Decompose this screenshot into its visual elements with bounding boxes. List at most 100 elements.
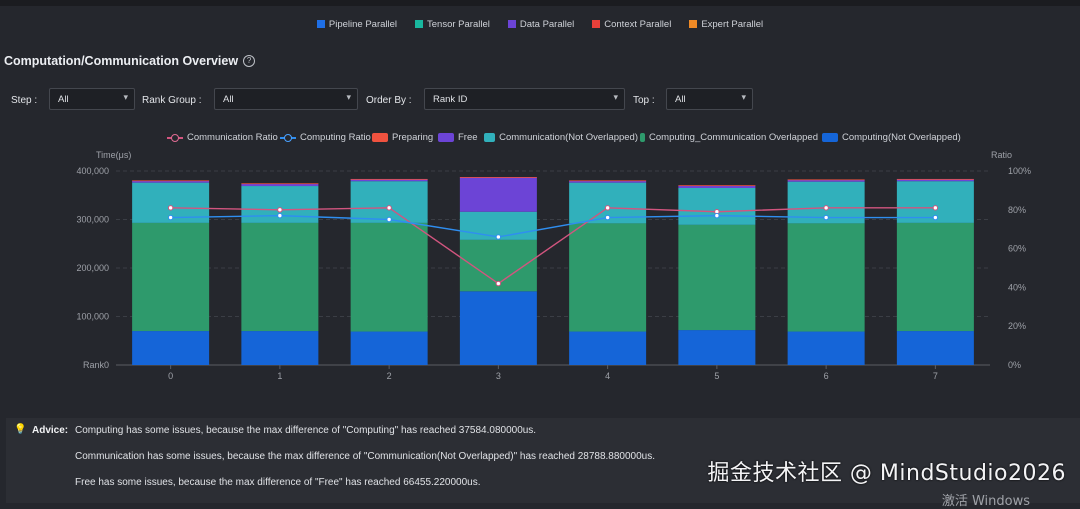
- chevron-down-icon: ▾: [346, 92, 351, 102]
- parallel-legend: Pipeline Parallel Tensor Parallel Data P…: [0, 14, 1080, 34]
- ratio-line: [170, 207, 936, 285]
- legend-computing-communication-overlapped[interactable]: Computing_Communication Overlapped: [640, 132, 818, 143]
- top-bar: [0, 0, 1080, 6]
- ratio-point: [932, 214, 939, 221]
- bar-segment: [569, 180, 647, 183]
- ratio-point: [277, 212, 283, 219]
- community-watermark: 掘金技术社区 @ MindStudio2026: [707, 461, 1066, 486]
- filter-bar: Step : All ▾ Rank Group : All ▾ Order By…: [0, 88, 1080, 114]
- ratio-point: [277, 207, 283, 213]
- legend-communication-not-overlapped[interactable]: Communication(Not Overlapped): [484, 132, 638, 143]
- x-tick-label: 2: [387, 371, 392, 381]
- bar-segment: [787, 179, 865, 182]
- bar-segment: [896, 222, 974, 332]
- legend-context-parallel[interactable]: Context Parallel: [592, 14, 671, 34]
- x-tick-label: 1: [277, 371, 282, 381]
- line-legend-icon: [167, 133, 183, 143]
- bar-legend-icon: [822, 133, 838, 142]
- legend-swatch: [592, 20, 601, 28]
- ratio-point: [823, 214, 829, 221]
- bar-segment: [459, 177, 537, 178]
- section-title: Computation/Communication Overview: [4, 54, 239, 68]
- bar-segment: [896, 179, 974, 182]
- bar-legend-icon: [640, 133, 646, 142]
- bar-segment: [678, 330, 756, 365]
- bar-segment: [241, 222, 319, 332]
- bar-segment: [896, 178, 974, 180]
- y-tick-label: 200,000: [76, 263, 109, 273]
- section-header: Computation/Communication Overview ?: [4, 54, 256, 68]
- chevron-down-icon: ▾: [123, 92, 128, 102]
- ratio-point: [823, 205, 829, 211]
- y2-tick-label: 60%: [1008, 244, 1026, 254]
- os-activation-watermark: 激活 Windows: [941, 494, 1030, 509]
- legend-free[interactable]: Free: [438, 132, 478, 143]
- legend-communication-ratio[interactable]: Communication Ratio: [167, 132, 278, 143]
- overview-chart: Rank0100,000200,000300,000400,0000%20%40…: [76, 150, 1031, 381]
- rank-group-select[interactable]: All ▾: [214, 88, 358, 110]
- legend-swatch: [507, 20, 516, 28]
- step-select[interactable]: All ▾: [49, 88, 135, 110]
- bar-legend-icon: [372, 133, 388, 142]
- order-by-select[interactable]: Rank ID ▾: [424, 88, 625, 110]
- order-by-label: Order By :: [366, 95, 412, 106]
- bar-segment: [459, 177, 537, 212]
- bar-segment: [787, 331, 865, 365]
- bar-segment: [350, 178, 428, 180]
- y2-tick-label: 40%: [1008, 282, 1026, 292]
- chevron-down-icon: ▾: [741, 92, 746, 102]
- bar-segment: [678, 185, 756, 188]
- bar-segment: [350, 181, 428, 223]
- ratio-point: [167, 205, 174, 211]
- x-tick-label: 6: [824, 371, 829, 381]
- bar-legend-icon: [484, 133, 496, 142]
- bar-segment: [678, 185, 756, 187]
- bar-segment: [896, 331, 974, 365]
- ratio-point: [386, 216, 392, 223]
- y2-tick-label: 0%: [1008, 360, 1021, 370]
- bar-segment: [350, 179, 428, 182]
- advice-line: Communication has some issues, because t…: [75, 451, 656, 462]
- bar-legend-icon: [438, 133, 454, 142]
- x-tick-label: 4: [605, 371, 610, 381]
- advice-panel: 💡 Advice: Computing has some issues, bec…: [6, 418, 1080, 503]
- ratio-point: [604, 205, 611, 211]
- bar-segment: [132, 180, 210, 183]
- x-tick-label: 3: [496, 371, 501, 381]
- bar-segment: [569, 180, 647, 182]
- top-select[interactable]: All ▾: [666, 88, 753, 110]
- ratio-point: [386, 205, 392, 211]
- bar-segment: [787, 179, 865, 181]
- bar-segment: [132, 222, 210, 332]
- y2-tick-label: 100%: [1008, 166, 1031, 176]
- advice-line: Free has some issues, because the max di…: [75, 477, 481, 488]
- y-tick-label: 400,000: [76, 166, 109, 176]
- y2-axis-title: Ratio: [991, 150, 1012, 160]
- ratio-point: [604, 214, 611, 221]
- legend-data-parallel[interactable]: Data Parallel: [507, 14, 574, 34]
- legend-computing-ratio[interactable]: Computing Ratio: [280, 132, 371, 143]
- ratio-point: [167, 214, 174, 221]
- bar-segment: [132, 180, 210, 182]
- bar-segment: [569, 331, 647, 365]
- legend-expert-parallel[interactable]: Expert Parallel: [689, 14, 763, 34]
- x-tick-label: 0: [168, 371, 173, 381]
- chart-legend: Communication Ratio Computing Ratio Prep…: [0, 129, 1080, 145]
- x-tick-label: 7: [933, 371, 938, 381]
- bar-segment: [350, 331, 428, 365]
- y-tick-label: 300,000: [76, 215, 109, 225]
- y-tick-label: Rank0: [83, 360, 109, 370]
- lightbulb-icon: 💡: [14, 424, 27, 435]
- ratio-line: [170, 214, 936, 238]
- bar-segment: [132, 331, 210, 365]
- help-icon[interactable]: ?: [243, 55, 256, 67]
- legend-pipeline-parallel[interactable]: Pipeline Parallel: [316, 14, 397, 34]
- legend-swatch: [415, 20, 424, 28]
- legend-preparing[interactable]: Preparing: [372, 132, 433, 143]
- advice-label: Advice:: [32, 425, 69, 436]
- legend-swatch: [689, 20, 698, 28]
- legend-tensor-parallel[interactable]: Tensor Parallel: [415, 14, 490, 34]
- legend-computing-not-overlapped[interactable]: Computing(Not Overlapped): [822, 132, 961, 143]
- ratio-point: [714, 212, 720, 219]
- bar-segment: [241, 183, 319, 185]
